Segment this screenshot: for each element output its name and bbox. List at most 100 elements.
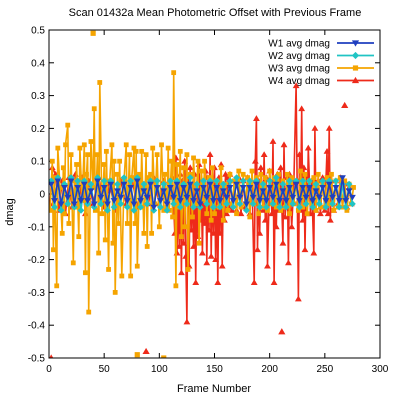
data-point	[166, 177, 174, 185]
data-point	[234, 211, 239, 217]
data-point	[145, 175, 151, 180]
data-point	[259, 207, 267, 213]
data-point	[170, 194, 178, 201]
data-point	[64, 200, 72, 208]
data-point	[203, 259, 211, 266]
data-point	[292, 82, 300, 89]
data-point	[77, 198, 85, 204]
legend-marker	[351, 76, 360, 84]
data-point	[63, 142, 68, 148]
data-point	[229, 198, 237, 204]
data-point	[227, 171, 233, 177]
data-point	[169, 158, 174, 164]
data-point	[203, 194, 211, 201]
data-point	[57, 207, 65, 214]
data-point	[325, 181, 333, 188]
data-point	[120, 181, 128, 188]
data-point	[236, 194, 244, 201]
data-point	[339, 175, 346, 181]
data-point	[144, 244, 150, 249]
data-point	[260, 151, 268, 158]
data-point	[104, 207, 111, 214]
data-point	[74, 162, 79, 167]
data-point	[196, 240, 202, 246]
data-point	[87, 188, 95, 195]
data-point	[110, 198, 118, 204]
data-point	[292, 177, 300, 185]
data-point	[163, 207, 171, 214]
data-point	[51, 198, 58, 204]
y-tick-label: 0	[39, 190, 45, 201]
outlier-point	[161, 355, 167, 358]
data-point	[249, 200, 257, 208]
data-point	[269, 200, 277, 208]
data-point	[305, 185, 313, 191]
data-point	[70, 201, 78, 208]
data-point	[298, 168, 303, 174]
data-point	[309, 198, 317, 204]
data-point	[209, 198, 217, 204]
data-point	[107, 181, 115, 188]
series-3	[49, 70, 356, 315]
data-point	[269, 194, 277, 201]
data-point	[262, 203, 270, 211]
data-point	[180, 185, 188, 191]
y-tick-label: 0.2	[31, 124, 45, 135]
data-point	[114, 188, 121, 195]
data-point	[272, 223, 280, 230]
data-point	[209, 203, 217, 211]
outlier-point	[49, 354, 54, 358]
outlier-point	[341, 101, 349, 109]
data-point	[253, 115, 260, 121]
data-point	[183, 318, 191, 325]
y-tick-label: 0.3	[31, 91, 45, 102]
data-point	[159, 142, 164, 148]
data-point	[285, 259, 292, 266]
data-point	[324, 210, 332, 217]
data-point	[206, 181, 214, 188]
data-point	[265, 208, 270, 213]
data-point	[309, 203, 317, 211]
data-point	[279, 239, 287, 246]
data-point	[97, 80, 103, 85]
data-point	[267, 168, 273, 174]
data-point	[170, 200, 178, 208]
x-tick-label: 100	[151, 364, 168, 375]
data-point	[220, 217, 226, 223]
data-point	[256, 211, 262, 217]
data-point	[67, 178, 75, 185]
data-point	[124, 221, 130, 226]
data-point	[342, 203, 350, 211]
data-point	[190, 203, 197, 211]
data-point	[325, 125, 333, 131]
data-point	[286, 177, 293, 185]
data-point	[143, 152, 149, 158]
data-point	[301, 246, 309, 253]
data-point	[323, 147, 331, 154]
data-point	[147, 181, 154, 188]
data-point	[202, 158, 207, 164]
data-point	[262, 175, 268, 180]
data-point	[249, 194, 257, 201]
data-point	[209, 229, 217, 236]
y-tick-label: -0.3	[28, 288, 46, 299]
data-point	[315, 200, 323, 208]
x-tick-label: 250	[316, 364, 333, 375]
data-point	[160, 188, 168, 195]
data-point	[190, 243, 197, 249]
data-point	[94, 174, 101, 181]
data-point	[240, 171, 246, 177]
data-point	[114, 180, 121, 188]
y-tick-label: 0.4	[31, 58, 45, 69]
data-point	[62, 211, 67, 217]
data-point	[236, 200, 244, 208]
data-point	[201, 198, 206, 203]
data-point	[134, 263, 140, 269]
data-point	[310, 249, 318, 256]
data-point	[272, 174, 280, 181]
data-point	[166, 185, 174, 191]
data-point	[337, 175, 343, 180]
data-point	[335, 198, 343, 204]
data-point	[203, 200, 211, 208]
